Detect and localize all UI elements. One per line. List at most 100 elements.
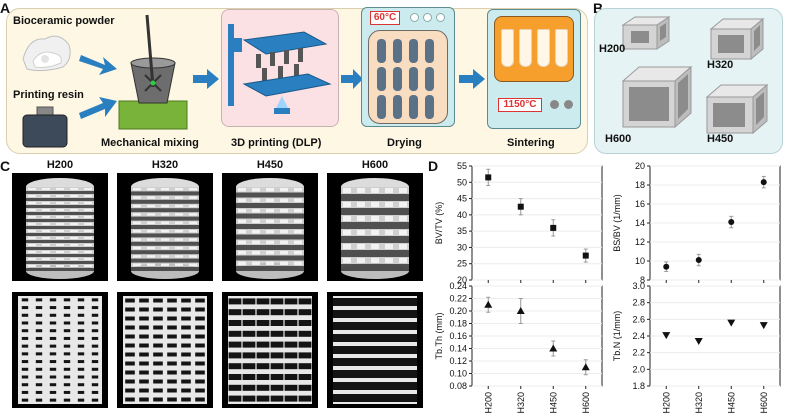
y-tick-label: 35 [457, 226, 467, 236]
scaffold-strut [175, 196, 183, 199]
scaffold-strut [280, 219, 288, 223]
scaffold-strut [189, 221, 197, 224]
section-pore [167, 397, 177, 402]
y-tick-label: 2.4 [632, 331, 645, 341]
x-tick-label: H320 [516, 392, 526, 414]
section-pore [270, 330, 284, 337]
scaffold-strut [28, 216, 36, 218]
y-axis-label: BV/TV (%) [434, 202, 444, 245]
scaffold-strut [252, 251, 260, 255]
section-pore [181, 379, 191, 384]
scaffold-strut [161, 196, 169, 199]
section-pore [374, 370, 390, 378]
scaffold-strut [42, 188, 50, 190]
microct-3d-h600 [327, 173, 423, 281]
scaffold-strut [189, 246, 197, 250]
y-tick-label: 50 [457, 177, 467, 187]
scaffold-strut [175, 188, 183, 191]
section-pore [228, 363, 242, 370]
scaffold-pore-band [26, 233, 94, 236]
scaffold-strut [252, 230, 260, 234]
section-pore [77, 298, 85, 302]
y-tick-label: 0.14 [449, 344, 467, 354]
section-pore [49, 321, 57, 325]
scaffold-strut [280, 188, 288, 192]
section-pore [332, 394, 348, 402]
scaffold-strut [161, 204, 169, 208]
section-pore [346, 358, 362, 366]
section-pore [77, 352, 85, 356]
scaffold-pore-band [341, 222, 409, 229]
x-tick-label: H200 [483, 392, 493, 414]
panel-b-unit-cells: H200 H320 H600 H450 [594, 8, 783, 154]
scaffold-strut [147, 238, 155, 241]
y-tick-label: 25 [457, 259, 467, 269]
scaffold-strut [238, 240, 246, 244]
scaffold-strut [42, 258, 50, 260]
y-tick-label: 18 [635, 180, 645, 190]
scaffold-rod [425, 39, 434, 63]
data-point [728, 219, 735, 226]
y-tick-label: 40 [457, 210, 467, 220]
scaffold-pore-band [26, 226, 94, 229]
scaffold-strut [175, 204, 183, 208]
section-pore [346, 334, 362, 342]
scaffold-strut [357, 258, 365, 263]
mixer-icon [118, 14, 188, 130]
section-pore [125, 334, 135, 339]
y-tick-label: 2.0 [632, 364, 645, 374]
scaffold-strut [399, 230, 407, 235]
scaffold-strut [399, 216, 407, 221]
scaffold-pore-band [26, 254, 94, 257]
panel-letter-a: A [0, 0, 11, 16]
drying-temp-display: 60°C [370, 11, 400, 25]
scaffold-strut [42, 209, 50, 211]
dlp-printer-icon [228, 24, 332, 114]
section-background [18, 296, 102, 404]
scaffold-strut [56, 209, 64, 211]
section-pore [195, 397, 205, 402]
label-h600: H600 [605, 133, 632, 145]
section-pore [242, 384, 256, 391]
y-tick-label: 2.2 [632, 348, 645, 358]
section-pore [125, 343, 135, 348]
scaffold-strut [175, 263, 183, 266]
scaffold-strut [28, 265, 36, 267]
scaffold-strut [385, 258, 393, 263]
section-pore [153, 316, 163, 321]
section-pore [139, 397, 149, 402]
section-pore [63, 344, 71, 348]
section-pore [195, 334, 205, 339]
microct-section-h200 [12, 292, 108, 408]
y-tick-label: 12 [635, 237, 645, 247]
y-axis-label: Tb.Th (mm) [434, 313, 444, 360]
arrow-oven-to-furnace [459, 69, 485, 89]
chart-tb-n: 1.8 2.0 2.2 2.4 2.6 2.8 3.0 Tb.N (1/mm) H200 H320… [612, 282, 781, 414]
section-pore [167, 334, 177, 339]
section-pore [242, 363, 256, 370]
oven-knob-icon [410, 13, 419, 22]
scaffold-strut [28, 209, 36, 211]
scaffold-cylinder-render [26, 178, 94, 279]
scaffold-strut [56, 230, 64, 232]
label-h200: H200 [599, 43, 626, 55]
scaffold-pore-band [131, 225, 199, 229]
data-point [760, 179, 767, 186]
section-background [228, 296, 312, 404]
scaffold-strut [343, 258, 351, 263]
section-pore [256, 363, 270, 370]
section-pore [49, 336, 57, 340]
section-pore [346, 394, 362, 402]
scaffold-strut [84, 258, 92, 260]
scaffold-strut [385, 230, 393, 235]
scaffold-strut [28, 223, 36, 225]
section-pore [270, 341, 284, 348]
section-pore [21, 321, 29, 325]
section-pore [402, 346, 418, 354]
section-pore [195, 325, 205, 330]
scaffold-strut [42, 244, 50, 246]
section-pore [242, 352, 256, 359]
scaffold-strut [42, 216, 50, 218]
section-pore [153, 379, 163, 384]
section-pore [77, 360, 85, 364]
